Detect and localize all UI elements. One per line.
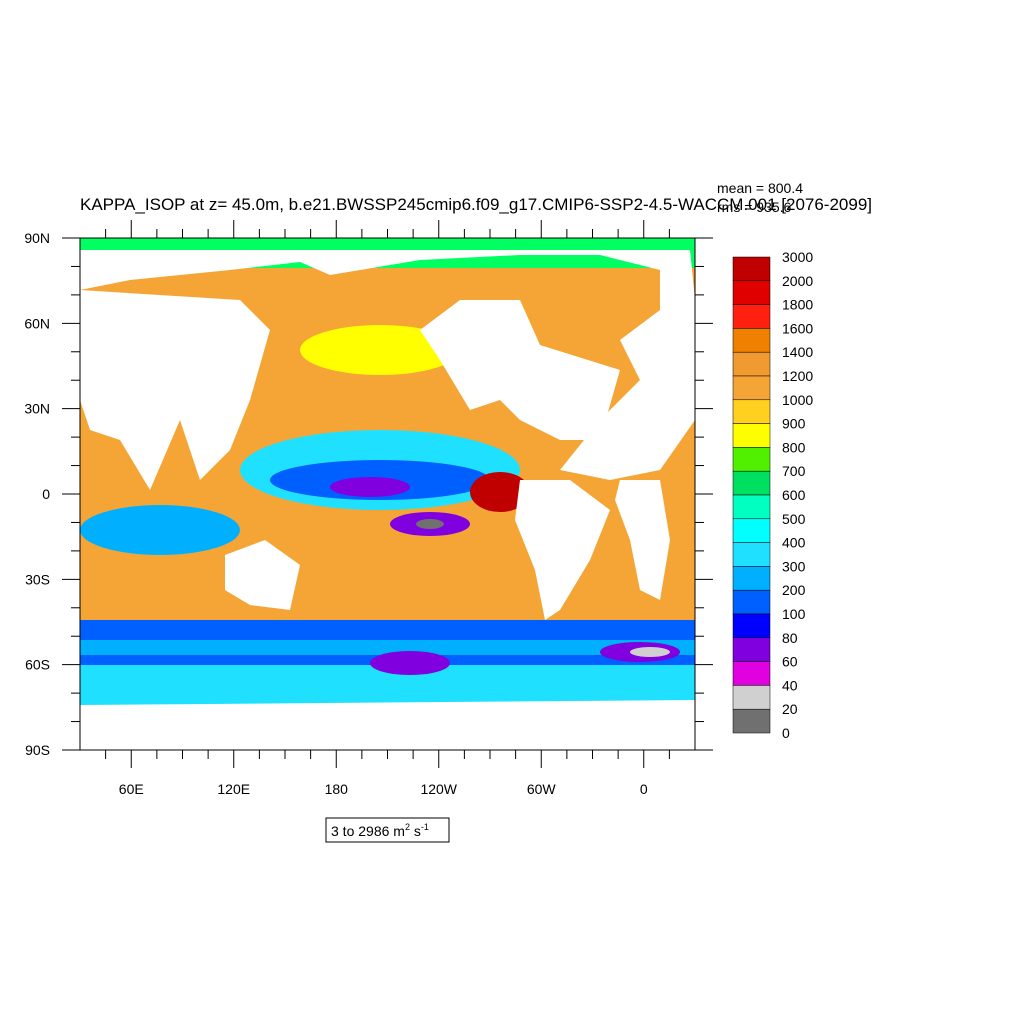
colorbar-box — [732, 447, 771, 472]
x-tick-label: 60W — [527, 781, 557, 797]
colorbar-box — [732, 375, 771, 401]
colorbar-label: 600 — [782, 487, 806, 503]
units: 3 to 2986 m2 s-1 — [331, 822, 429, 839]
y-tick-label: 60S — [25, 657, 50, 673]
y-tick-label: 30N — [24, 401, 50, 417]
colorbar-box — [732, 423, 771, 448]
colorbar-label: 400 — [782, 535, 806, 551]
colorbar-label: 1400 — [782, 344, 813, 360]
y-tick-label: 0 — [42, 486, 50, 502]
colorbar-box — [732, 256, 771, 282]
colorbar-box — [732, 304, 771, 329]
colorbar-label: 500 — [782, 511, 806, 527]
colorbar-label: 40 — [782, 677, 798, 693]
east-pacific — [470, 472, 530, 512]
x-tick-label: 60E — [119, 781, 144, 797]
colorbar-box — [732, 542, 771, 567]
colorbar-label: 3000 — [782, 249, 813, 265]
colorbar-label: 700 — [782, 463, 806, 479]
x-tick-label: 0 — [640, 781, 648, 797]
colorbar-box — [732, 589, 771, 615]
colorbar-label: 20 — [782, 701, 798, 717]
colorbar-label: 300 — [782, 558, 806, 574]
units-box — [325, 817, 450, 843]
south-low — [370, 651, 450, 675]
colorbar-label: 900 — [782, 416, 806, 432]
south-low — [630, 647, 670, 657]
y-tick-label: 90N — [24, 230, 50, 246]
units-sup: 2 — [405, 822, 410, 832]
colorbar-box — [732, 280, 771, 305]
colorbar-box — [732, 494, 771, 520]
eq-low — [330, 477, 410, 497]
x-tick-label: 120W — [420, 781, 457, 797]
units-text: 3 to 2986 m — [331, 823, 405, 839]
eq-low — [416, 519, 444, 529]
mean: mean = 800.4 — [717, 180, 803, 196]
x-tick-label: 120E — [217, 781, 250, 797]
colorbar-label: 1600 — [782, 320, 813, 336]
land — [80, 250, 695, 750]
colorbar-label: 800 — [782, 439, 806, 455]
y-tick-label: 30S — [25, 571, 50, 587]
colorbar-box — [732, 518, 771, 543]
title: KAPPA_ISOP at z= 45.0m, b.e21.BWSSP245cm… — [80, 195, 872, 214]
units-sup: -1 — [421, 822, 429, 832]
colorbar-box — [732, 399, 771, 424]
colorbar-label: 1000 — [782, 392, 813, 408]
units-text: s — [410, 823, 421, 839]
colorbar-label: 1800 — [782, 297, 813, 313]
colorbar-box — [732, 685, 771, 710]
southern-band — [80, 640, 695, 655]
colorbar-box — [732, 613, 771, 639]
colorbar-label: 1200 — [782, 368, 813, 384]
north-pacific — [300, 325, 460, 375]
colorbar-box — [732, 470, 771, 496]
colorbar-box — [732, 708, 771, 734]
colorbar-box — [732, 328, 771, 353]
colorbar-label: 80 — [782, 630, 798, 646]
x-tick-label: 180 — [325, 781, 349, 797]
colorbar-label: 100 — [782, 606, 806, 622]
y-tick-label: 90S — [25, 742, 50, 758]
colorbar-box — [732, 566, 771, 591]
colorbar-label: 200 — [782, 582, 806, 598]
field — [80, 238, 695, 750]
rms: rms = 935.6 — [717, 199, 792, 215]
y-tick-label: 60N — [24, 315, 50, 331]
colorbar-label: 0 — [782, 725, 790, 741]
colorbar-box — [732, 637, 771, 662]
colorbar-label: 2000 — [782, 273, 813, 289]
indian-band — [80, 505, 240, 555]
colorbar-box — [732, 661, 771, 686]
colorbar-box — [732, 351, 771, 377]
colorbar-label: 60 — [782, 654, 798, 670]
